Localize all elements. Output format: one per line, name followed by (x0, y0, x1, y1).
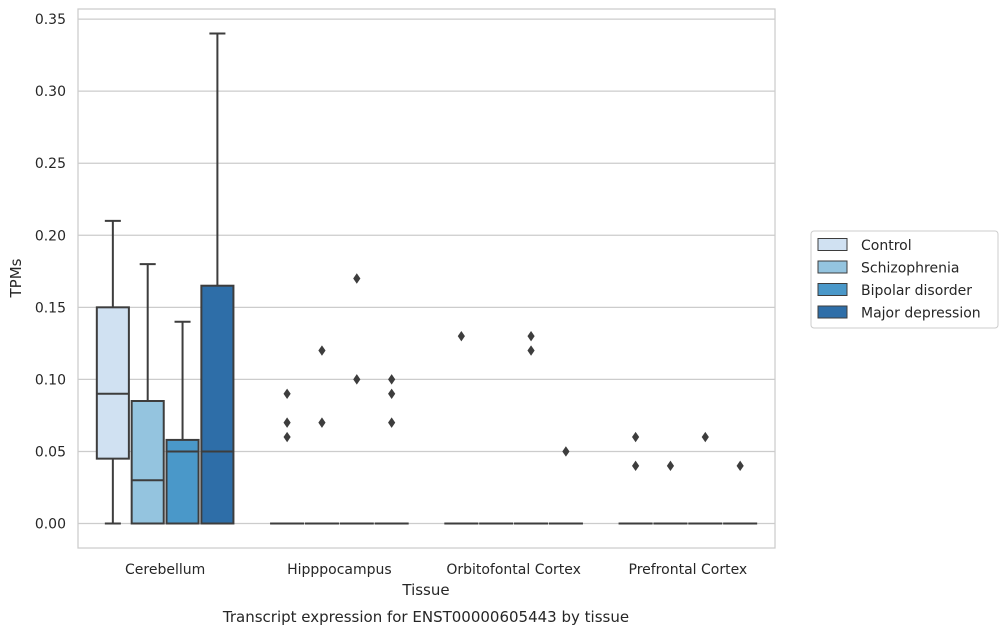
x-tick-label: Cerebellum (125, 562, 205, 578)
legend-label: Control (861, 238, 912, 254)
y-tick-label: 0.15 (35, 300, 66, 316)
legend-swatch (817, 283, 848, 296)
y-tick-label: 0.25 (35, 156, 66, 172)
legend-label: Schizophrenia (861, 261, 959, 277)
outlier-point (388, 417, 396, 428)
outlier-point (353, 374, 361, 385)
legend-swatch (817, 238, 848, 251)
outlier-point (527, 330, 535, 342)
outlier-point (318, 345, 326, 356)
y-tick-label: 0.30 (35, 84, 66, 100)
x-tick-label: Prefrontal Cortex (629, 562, 748, 578)
box (165, 438, 200, 525)
x-tick-label: Orbitofontal Cortex (446, 562, 581, 578)
y-tick-label: 0.05 (35, 444, 66, 460)
box (130, 400, 165, 525)
outlier-point (353, 273, 361, 284)
x-tick-label: Hipppocampus (287, 562, 392, 578)
legend-swatch (817, 305, 848, 319)
outlier-point (388, 374, 396, 385)
outlier-point (283, 388, 291, 399)
legend-label: Bipolar disorder (861, 283, 972, 299)
y-tick-label: 0.00 (35, 517, 66, 533)
x-axis-label: Tissue (401, 581, 449, 599)
outlier-point (736, 460, 744, 472)
chart-title: Transcript expression for ENST0000060544… (222, 608, 629, 626)
outlier-point (632, 431, 640, 443)
legend-swatch (817, 260, 848, 274)
legend-label: Major depression (861, 306, 981, 322)
outlier-point (527, 345, 535, 356)
outlier-point (701, 431, 709, 443)
box (95, 306, 130, 460)
outlier-point (388, 388, 396, 399)
box-series (95, 32, 758, 525)
box (200, 284, 235, 525)
y-tick-label: 0.10 (35, 372, 66, 388)
outlier-point (666, 460, 675, 472)
outlier-point (562, 446, 570, 457)
legend-frame (810, 230, 999, 329)
outlier-point (632, 460, 640, 472)
y-axis-label: TPMs (7, 258, 25, 298)
outlier-point (283, 431, 291, 443)
outlier-point (283, 417, 291, 428)
legend: Control Schizophrenia Bipolar disorder Majo… (810, 230, 999, 329)
outlier-point (318, 417, 326, 428)
outlier-point (457, 330, 465, 342)
y-tick-labels: 0.00 0.05 0.10 0.15 0.20 0.25 0.30 0.35 (35, 12, 66, 532)
x-tick-labels: Cerebellum Hipppocampus Orbitofontal Corte… (125, 562, 747, 578)
y-tick-label: 0.20 (35, 228, 66, 244)
y-tick-label: 0.35 (35, 12, 66, 28)
